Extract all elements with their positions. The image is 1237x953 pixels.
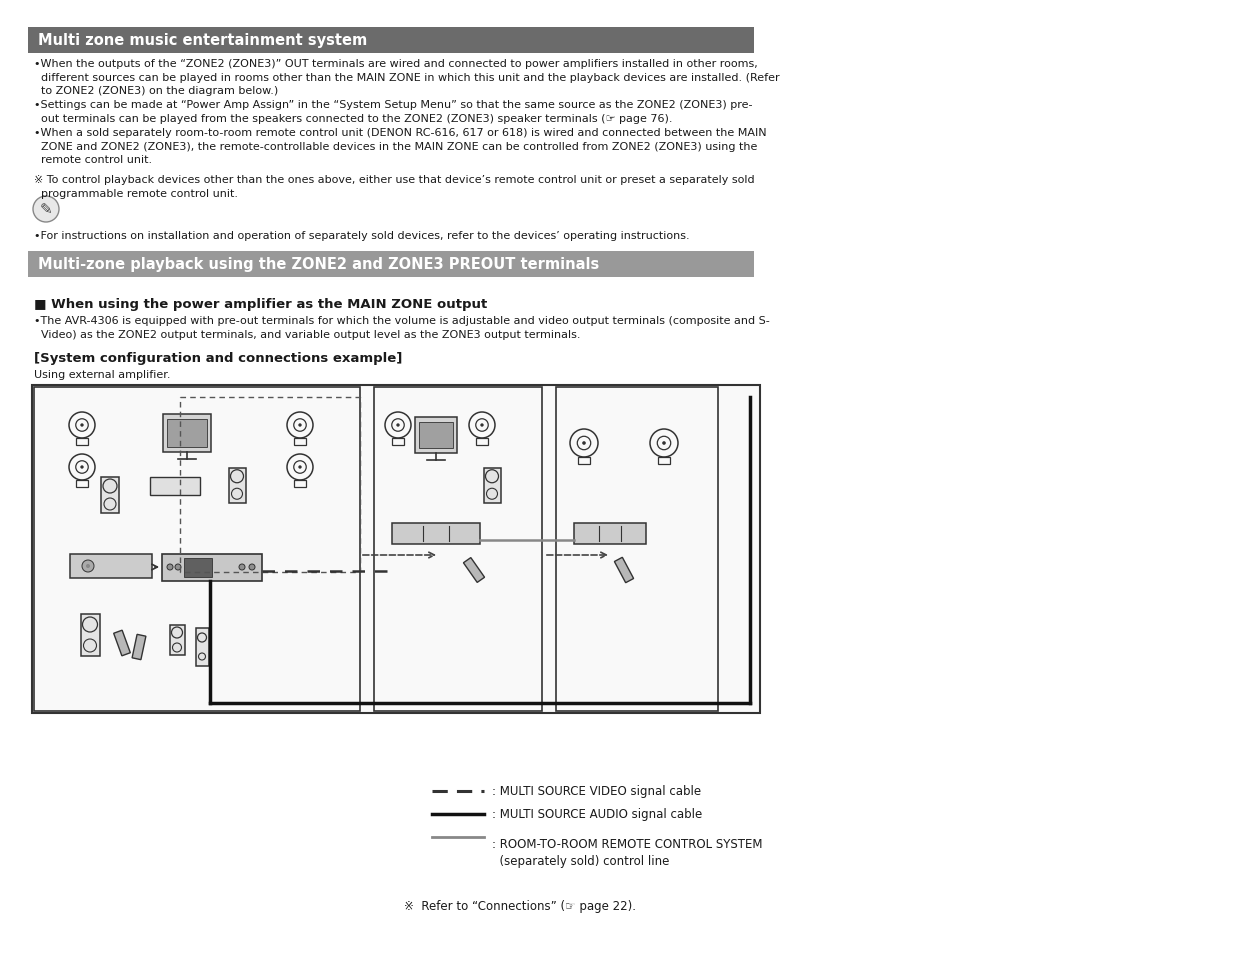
Bar	[555, 388, 717, 711]
Polygon shape	[132, 635, 146, 660]
Text: •When a sold separately room-to-room remote control unit (DENON RC-616, 617 or 6: •When a sold separately room-to-room rem…	[33, 128, 767, 165]
Bar	[476, 438, 487, 445]
Text: ※  Refer to “Connections” (☞ page 22).: ※ Refer to “Connections” (☞ page 22).	[404, 899, 636, 912]
Circle shape	[298, 424, 302, 427]
Bar	[374, 388, 542, 711]
Polygon shape	[114, 631, 130, 656]
Text: •When the outputs of the “ZONE2 (ZONE3)” OUT terminals are wired and connected t: •When the outputs of the “ZONE2 (ZONE3)”…	[33, 59, 779, 96]
Text: Multi-zone playback using the ZONE2 and ZONE3 PREOUT terminals: Multi-zone playback using the ZONE2 and …	[38, 257, 599, 273]
Circle shape	[167, 564, 173, 571]
Bar	[162, 554, 262, 581]
Text: •For instructions on installation and operation of separately sold devices, refe: •For instructions on installation and op…	[33, 231, 689, 241]
Text: Multi zone music entertainment system: Multi zone music entertainment system	[38, 33, 367, 49]
Bar	[167, 420, 207, 447]
Bar	[28, 252, 755, 277]
Bar	[392, 523, 480, 544]
Bar	[169, 625, 184, 656]
Text: •Settings can be made at “Power Amp Assign” in the “System Setup Menu” so that t: •Settings can be made at “Power Amp Assi…	[33, 100, 752, 124]
Circle shape	[80, 466, 84, 469]
Bar	[184, 558, 212, 577]
Circle shape	[239, 564, 245, 571]
Text: [System configuration and connections example]: [System configuration and connections ex…	[33, 352, 402, 365]
Circle shape	[583, 442, 586, 445]
Bar	[574, 523, 646, 544]
Bar	[77, 438, 88, 445]
Bar	[150, 477, 200, 496]
Bar	[294, 480, 306, 487]
Text: ■ When using the power amplifier as the MAIN ZONE output: ■ When using the power amplifier as the …	[33, 297, 487, 311]
Text: Using external amplifier.: Using external amplifier.	[33, 370, 171, 379]
Text: ✎: ✎	[40, 202, 52, 217]
Text: : ROOM-TO-ROOM REMOTE CONTROL SYSTEM
  (separately sold) control line: : ROOM-TO-ROOM REMOTE CONTROL SYSTEM (se…	[492, 837, 762, 867]
Bar	[419, 422, 453, 449]
Circle shape	[80, 424, 84, 427]
Bar	[77, 480, 88, 487]
Polygon shape	[464, 558, 485, 583]
Bar	[392, 438, 403, 445]
Polygon shape	[615, 558, 633, 583]
Bar	[32, 386, 760, 713]
Text: ※ To control playback devices other than the ones above, either use that device’: ※ To control playback devices other than…	[33, 174, 755, 198]
Bar	[294, 438, 306, 445]
Bar	[28, 28, 755, 54]
Bar	[71, 555, 152, 578]
Bar	[33, 388, 360, 711]
Circle shape	[396, 424, 400, 427]
Circle shape	[33, 196, 59, 223]
Bar	[163, 415, 212, 453]
Circle shape	[82, 560, 94, 573]
Text: : MULTI SOURCE AUDIO signal cable: : MULTI SOURCE AUDIO signal cable	[492, 807, 703, 821]
Bar	[658, 457, 670, 464]
Circle shape	[87, 564, 90, 568]
Text: : MULTI SOURCE VIDEO signal cable: : MULTI SOURCE VIDEO signal cable	[492, 784, 701, 798]
Bar	[578, 457, 590, 464]
Circle shape	[174, 564, 181, 571]
Circle shape	[298, 466, 302, 469]
Circle shape	[662, 442, 666, 445]
Circle shape	[249, 564, 255, 571]
Text: •The AVR-4306 is equipped with pre-out terminals for which the volume is adjusta: •The AVR-4306 is equipped with pre-out t…	[33, 315, 769, 339]
Bar	[80, 615, 99, 657]
Bar	[195, 628, 209, 666]
Bar	[484, 468, 501, 503]
Bar	[101, 477, 119, 514]
Bar	[414, 417, 456, 454]
Bar	[229, 468, 245, 503]
Circle shape	[480, 424, 484, 427]
